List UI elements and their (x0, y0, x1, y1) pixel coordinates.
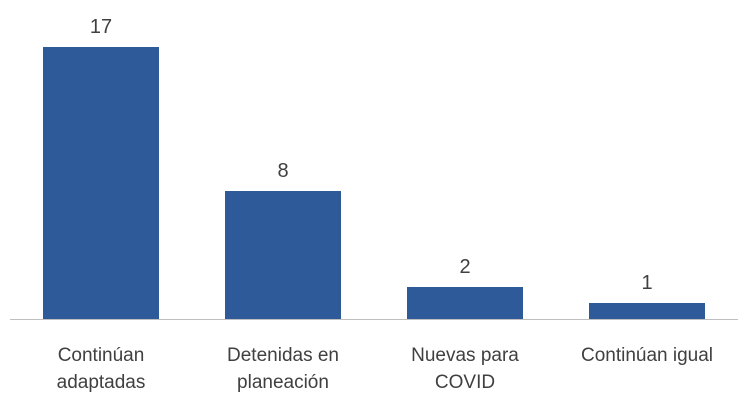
category-label-1-line-0: Detenidas en (227, 345, 339, 366)
data-label-0: 17 (90, 16, 112, 38)
category-label-0-line-0: Continúan (58, 345, 145, 366)
category-label-1: Detenidas en planeación (227, 345, 339, 393)
category-label-3: Continúan igual (581, 345, 713, 366)
bar-1 (225, 191, 341, 319)
category-label-3-line-0: Continúan igual (581, 345, 713, 366)
category-label-2-line-0: Nuevas para (411, 345, 519, 366)
category-label-1-line-1: planeación (237, 372, 329, 393)
category-label-2: Nuevas para COVID (411, 345, 519, 393)
category-label-0-line-1: adaptadas (57, 372, 146, 393)
data-label-3: 1 (641, 272, 652, 294)
bar-0 (43, 47, 159, 319)
data-label-2: 2 (459, 256, 470, 278)
bars-layer (43, 47, 705, 319)
category-labels-layer: Continúan adaptadas Detenidas en planeación… (57, 345, 713, 393)
category-label-2-line-1: COVID (435, 372, 495, 393)
category-label-0: Continúan adaptadas (57, 345, 146, 393)
bar-2 (407, 287, 523, 319)
data-label-1: 8 (277, 160, 288, 182)
data-labels-layer: 17 8 2 1 (90, 16, 653, 294)
bar-3 (589, 303, 705, 319)
